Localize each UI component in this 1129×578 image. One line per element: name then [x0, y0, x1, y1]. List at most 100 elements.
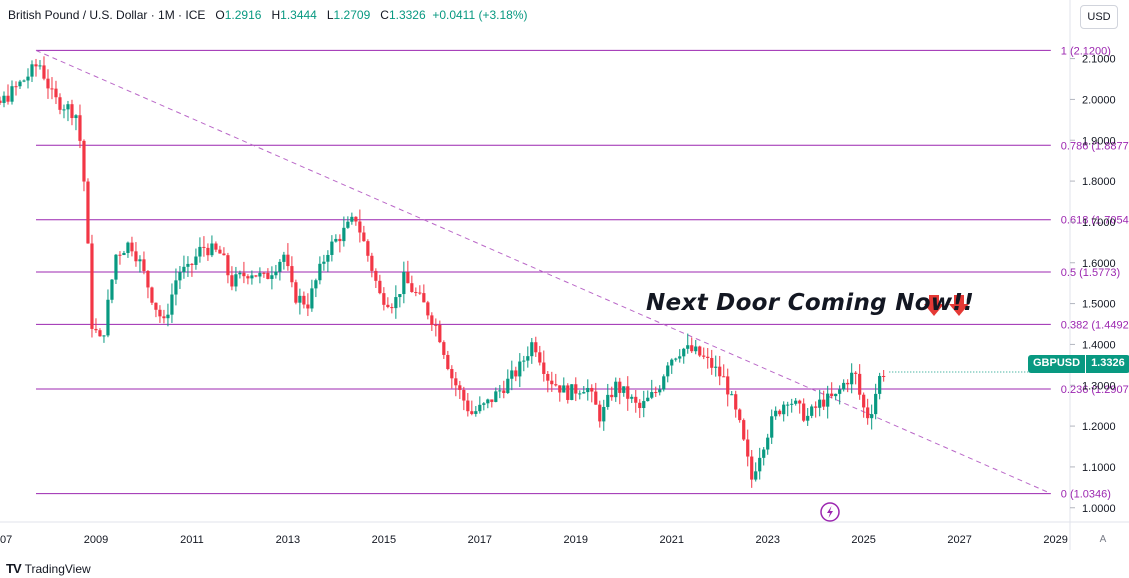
candle-body: [238, 272, 242, 275]
candle-body: [822, 399, 826, 407]
y-tick-label: 1.3000: [1082, 380, 1116, 392]
candle-body: [738, 409, 742, 421]
candle-body: [74, 115, 78, 119]
symbol-title[interactable]: British Pound / U.S. Dollar · 1M · ICE: [8, 8, 206, 22]
candle-body: [334, 238, 338, 242]
candle-body: [838, 389, 842, 394]
annotation-marks-layer: [820, 295, 1070, 522]
trendline: [35, 49, 1052, 494]
candle-body: [398, 294, 402, 298]
candle-body: [602, 406, 606, 422]
candle-body: [730, 394, 734, 396]
candle-body: [558, 385, 562, 393]
candle-body: [410, 283, 414, 293]
currency-button[interactable]: USD: [1080, 5, 1118, 29]
candle-body: [442, 342, 446, 355]
candle-body: [498, 390, 502, 392]
candle-body: [706, 356, 710, 358]
y-tick-label: 1.2000: [1082, 421, 1116, 433]
candle-body: [462, 389, 466, 401]
candle-body: [798, 400, 802, 404]
candle-body: [230, 275, 234, 287]
candle-body: [150, 287, 154, 303]
candle-body: [474, 411, 478, 414]
candle-body: [306, 304, 310, 309]
tradingview-brand[interactable]: TV TradingView: [6, 561, 91, 576]
candle-body: [90, 243, 94, 329]
fib-level-label: 0 (1.0346): [1061, 489, 1111, 501]
candle-body: [510, 370, 514, 379]
x-tick-label: 2025: [851, 534, 875, 546]
candle-body: [842, 382, 846, 390]
candle-body: [802, 403, 806, 421]
candle-body: [146, 270, 150, 288]
x-tick-label: 2029: [1043, 534, 1067, 546]
candlestick-layer: [0, 56, 886, 488]
candle-body: [658, 389, 662, 393]
candle-body: [190, 263, 194, 265]
candle-body: [106, 299, 110, 336]
candle-body: [458, 385, 462, 390]
candle-body: [870, 414, 874, 419]
candle-body: [810, 406, 814, 416]
candle-body: [174, 280, 178, 295]
candle-body: [82, 140, 86, 182]
candle-body: [342, 227, 346, 242]
candle-body: [262, 272, 266, 274]
candle-body: [374, 270, 378, 281]
candle-body: [586, 387, 590, 393]
candle-body: [506, 378, 510, 394]
candle-body: [362, 232, 366, 242]
candle-body: [142, 259, 146, 271]
tradingview-logo-icon: TV: [6, 561, 22, 576]
y-tick-label: 1.6000: [1082, 258, 1116, 270]
candle-body: [98, 330, 102, 337]
y-tick-label: 1.1000: [1082, 462, 1116, 474]
candle-body: [638, 402, 642, 409]
candle-body: [650, 392, 654, 398]
x-tick-label: 2027: [947, 534, 971, 546]
candle-body: [0, 100, 2, 103]
candle-body: [414, 292, 418, 294]
candle-body: [826, 393, 830, 407]
candle-body: [778, 410, 782, 415]
x-tick-label: 2007: [0, 534, 12, 546]
candle-body: [366, 241, 370, 256]
candle-body: [38, 65, 42, 67]
candle-body: [222, 253, 226, 256]
y-tick-label: 2.0000: [1082, 94, 1116, 106]
low-label: L: [326, 8, 334, 22]
candle-body: [606, 394, 610, 407]
candle-body: [530, 342, 534, 357]
candle-body: [438, 324, 442, 343]
candle-body: [806, 415, 810, 421]
candle-body: [850, 372, 854, 385]
candle-body: [550, 380, 554, 385]
candle-body: [742, 420, 746, 440]
candle-body: [346, 221, 350, 228]
candle-body: [846, 382, 850, 385]
candle-body: [2, 95, 6, 103]
candle-body: [406, 272, 410, 284]
candle-body: [426, 302, 430, 316]
candle-body: [294, 282, 298, 303]
candle-body: [794, 400, 798, 404]
candle-body: [166, 314, 170, 319]
candle-body: [86, 181, 90, 244]
candle-body: [26, 76, 30, 81]
y-tick-label: 1.7000: [1082, 217, 1116, 229]
candle-body: [478, 404, 482, 412]
candle-body: [258, 272, 262, 277]
y-tick-label: 1.8000: [1082, 176, 1116, 188]
candle-body: [246, 276, 250, 279]
candle-body: [614, 381, 618, 398]
candle-body: [542, 362, 546, 374]
candle-body: [34, 64, 38, 67]
candle-body: [126, 242, 130, 253]
candle-body: [694, 346, 698, 352]
auto-scale-button[interactable]: A: [1099, 533, 1107, 545]
candle-body: [490, 399, 494, 402]
candle-body: [350, 216, 354, 222]
candle-body: [514, 370, 518, 377]
